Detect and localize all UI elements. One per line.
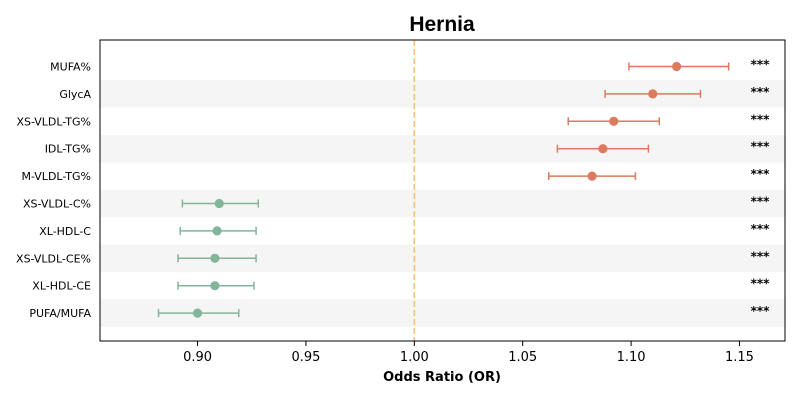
significance-label: ***	[751, 222, 771, 236]
row-label: MUFA%	[50, 61, 91, 74]
significance-labels: *** *** *** *** *** *** *** *** *** ***	[751, 58, 771, 319]
significance-label: ***	[751, 195, 771, 209]
x-axis: 0.90 0.95 1.00 1.05 1.10 1.15	[183, 341, 754, 365]
or-point	[648, 89, 658, 99]
row-label: XS-VLDL-TG%	[16, 115, 91, 128]
significance-label: ***	[751, 140, 771, 154]
row-label: M-VLDL-TG%	[21, 170, 91, 183]
chart-title: Hernia	[409, 13, 475, 36]
significance-label: ***	[751, 249, 771, 263]
or-point	[587, 171, 597, 181]
or-point	[210, 281, 220, 291]
chart-marks	[157, 61, 730, 318]
row-label: XL-HDL-CE	[32, 280, 91, 293]
plot-frame	[99, 39, 786, 342]
or-point	[598, 144, 608, 154]
or-point	[192, 308, 203, 318]
x-tick-label: 1.00	[400, 350, 429, 365]
x-tick-label: 0.95	[291, 350, 320, 365]
x-tick-label: 0.90	[183, 350, 212, 365]
row-band	[100, 135, 785, 163]
significance-label: ***	[751, 167, 771, 181]
or-point	[212, 226, 222, 236]
significance-label: ***	[751, 58, 771, 72]
x-axis-label: Odds Ratio (OR)	[383, 370, 501, 385]
x-tick-label: 1.10	[617, 350, 646, 365]
or-point	[672, 61, 682, 72]
row-label: XL-HDL-C	[39, 225, 91, 238]
significance-label: ***	[751, 304, 771, 318]
x-tick-label: 1.05	[508, 350, 537, 365]
row-label: PUFA/MUFA	[29, 307, 91, 320]
row-label: XS-VLDL-C%	[23, 198, 91, 211]
or-point	[609, 116, 619, 126]
significance-label: ***	[751, 85, 771, 99]
row-label: XS-VLDL-CE%	[16, 252, 91, 265]
row-labels: MUFA% GlycA XS-VLDL-TG% IDL-TG% M-VLDL-TG% XS…	[16, 61, 91, 321]
row-label: IDL-TG%	[45, 143, 91, 156]
significance-label: ***	[751, 112, 771, 126]
row-label: GlycA	[59, 88, 91, 101]
significance-label: ***	[751, 277, 771, 291]
or-point	[214, 198, 224, 209]
x-tick-label: 1.15	[725, 350, 754, 365]
or-point	[210, 253, 220, 263]
